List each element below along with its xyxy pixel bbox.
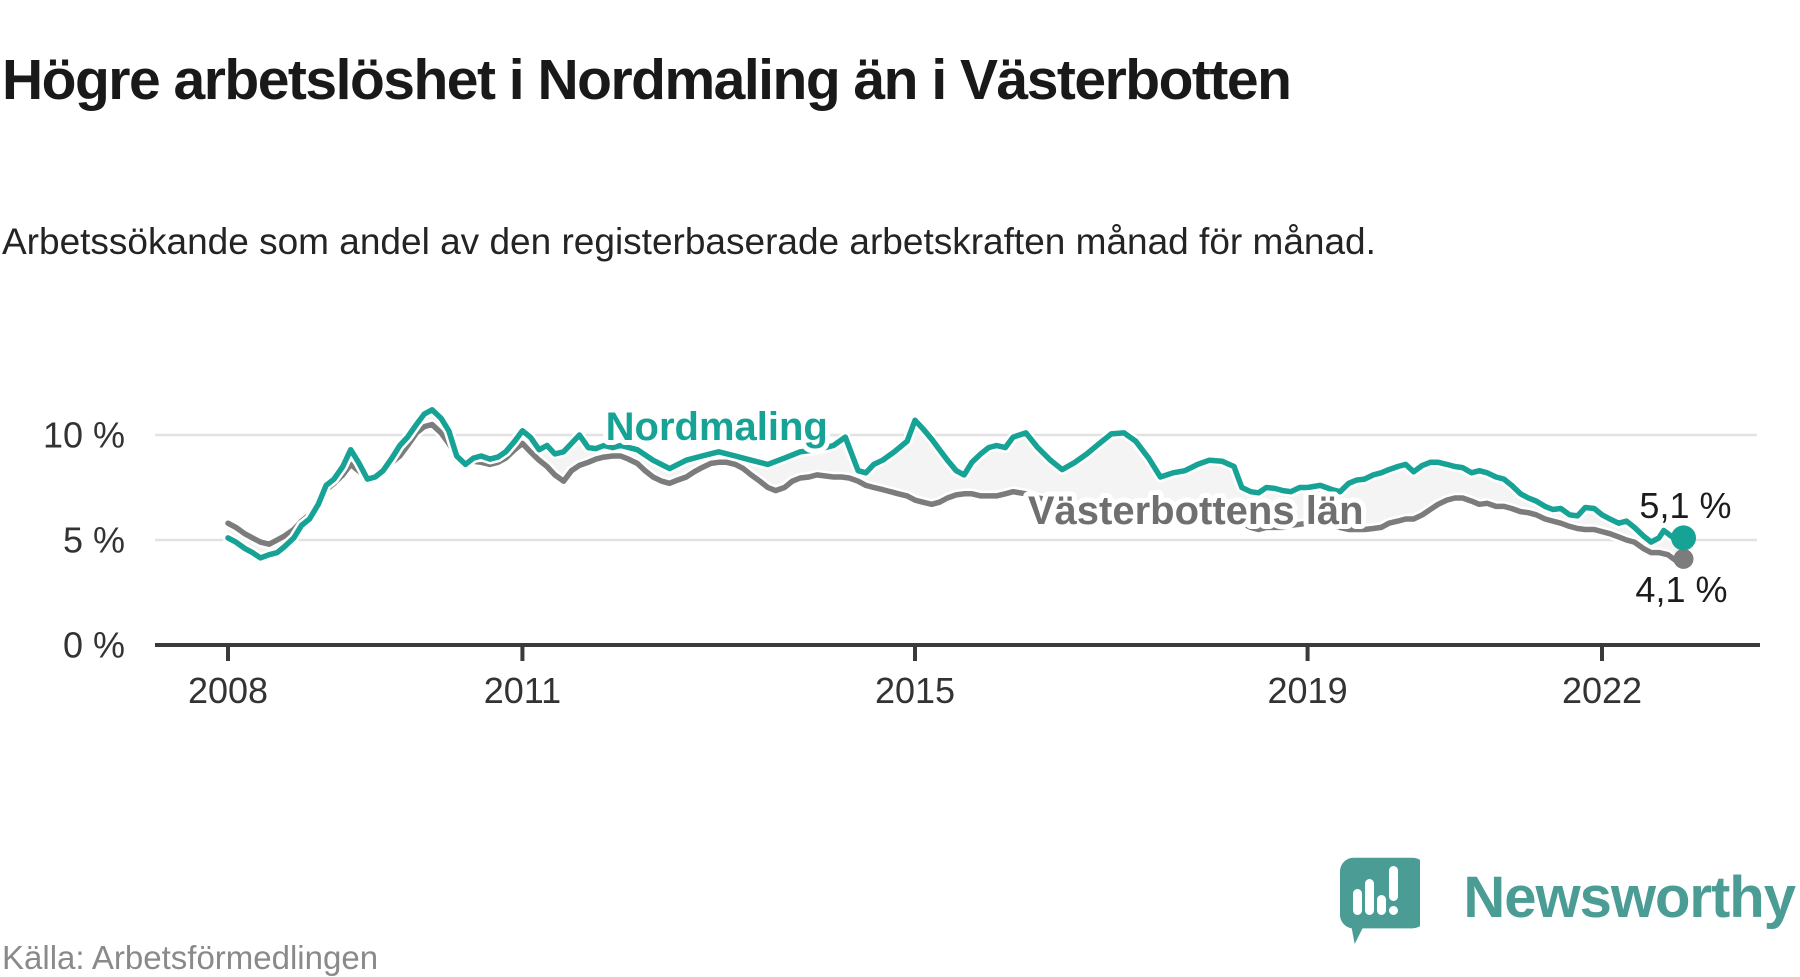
bar-chart-glyph	[1353, 866, 1398, 915]
y-tick-label: 0 %	[63, 625, 125, 666]
page-title: Högre arbetslöshet i Nordmaling än i Väs…	[2, 48, 1292, 113]
x-tick-label: 2008	[188, 670, 268, 711]
newsworthy-logo: Newsworthy	[1340, 846, 1800, 948]
fill-between-area	[228, 409, 1684, 561]
exclamation-dot	[1389, 906, 1398, 915]
exclamation-bar	[1389, 866, 1398, 901]
series-line-nordmaling	[225, 407, 1687, 561]
y-tick-label: 10 %	[43, 415, 125, 456]
series-label: Västerbottens län	[1028, 489, 1364, 533]
x-tick-label: 2022	[1562, 670, 1642, 711]
series-end-dot	[1673, 548, 1694, 569]
source-note: Källa: Arbetsförmedlingen	[2, 939, 379, 976]
end-value-label: 4,1 %	[1635, 569, 1727, 610]
series-label: Nordmaling	[606, 405, 828, 449]
x-tick-label: 2011	[484, 670, 561, 711]
newsworthy-logo-icon	[1340, 857, 1420, 945]
chart-canvas: 2008 2011 2015 2019 2022 0 % 5 % 10 % 5,1 % 4,1 %…	[43, 400, 1760, 711]
end-value-label: 5,1 %	[1639, 485, 1731, 526]
y-tick-label: 5 %	[63, 520, 125, 561]
brand-wordmark: Newsworthy	[1463, 865, 1796, 930]
unemployment-line-chart: 2008 2011 2015 2019 2022 0 % 5 % 10 % 5,1 % 4,1 %…	[0, 320, 1800, 720]
page-subtitle: Arbetssökande som andel av den registerb…	[2, 221, 1376, 262]
series-end-dot	[1671, 525, 1696, 551]
x-tick-label: 2015	[875, 670, 955, 711]
x-tick-label: 2019	[1268, 670, 1348, 711]
